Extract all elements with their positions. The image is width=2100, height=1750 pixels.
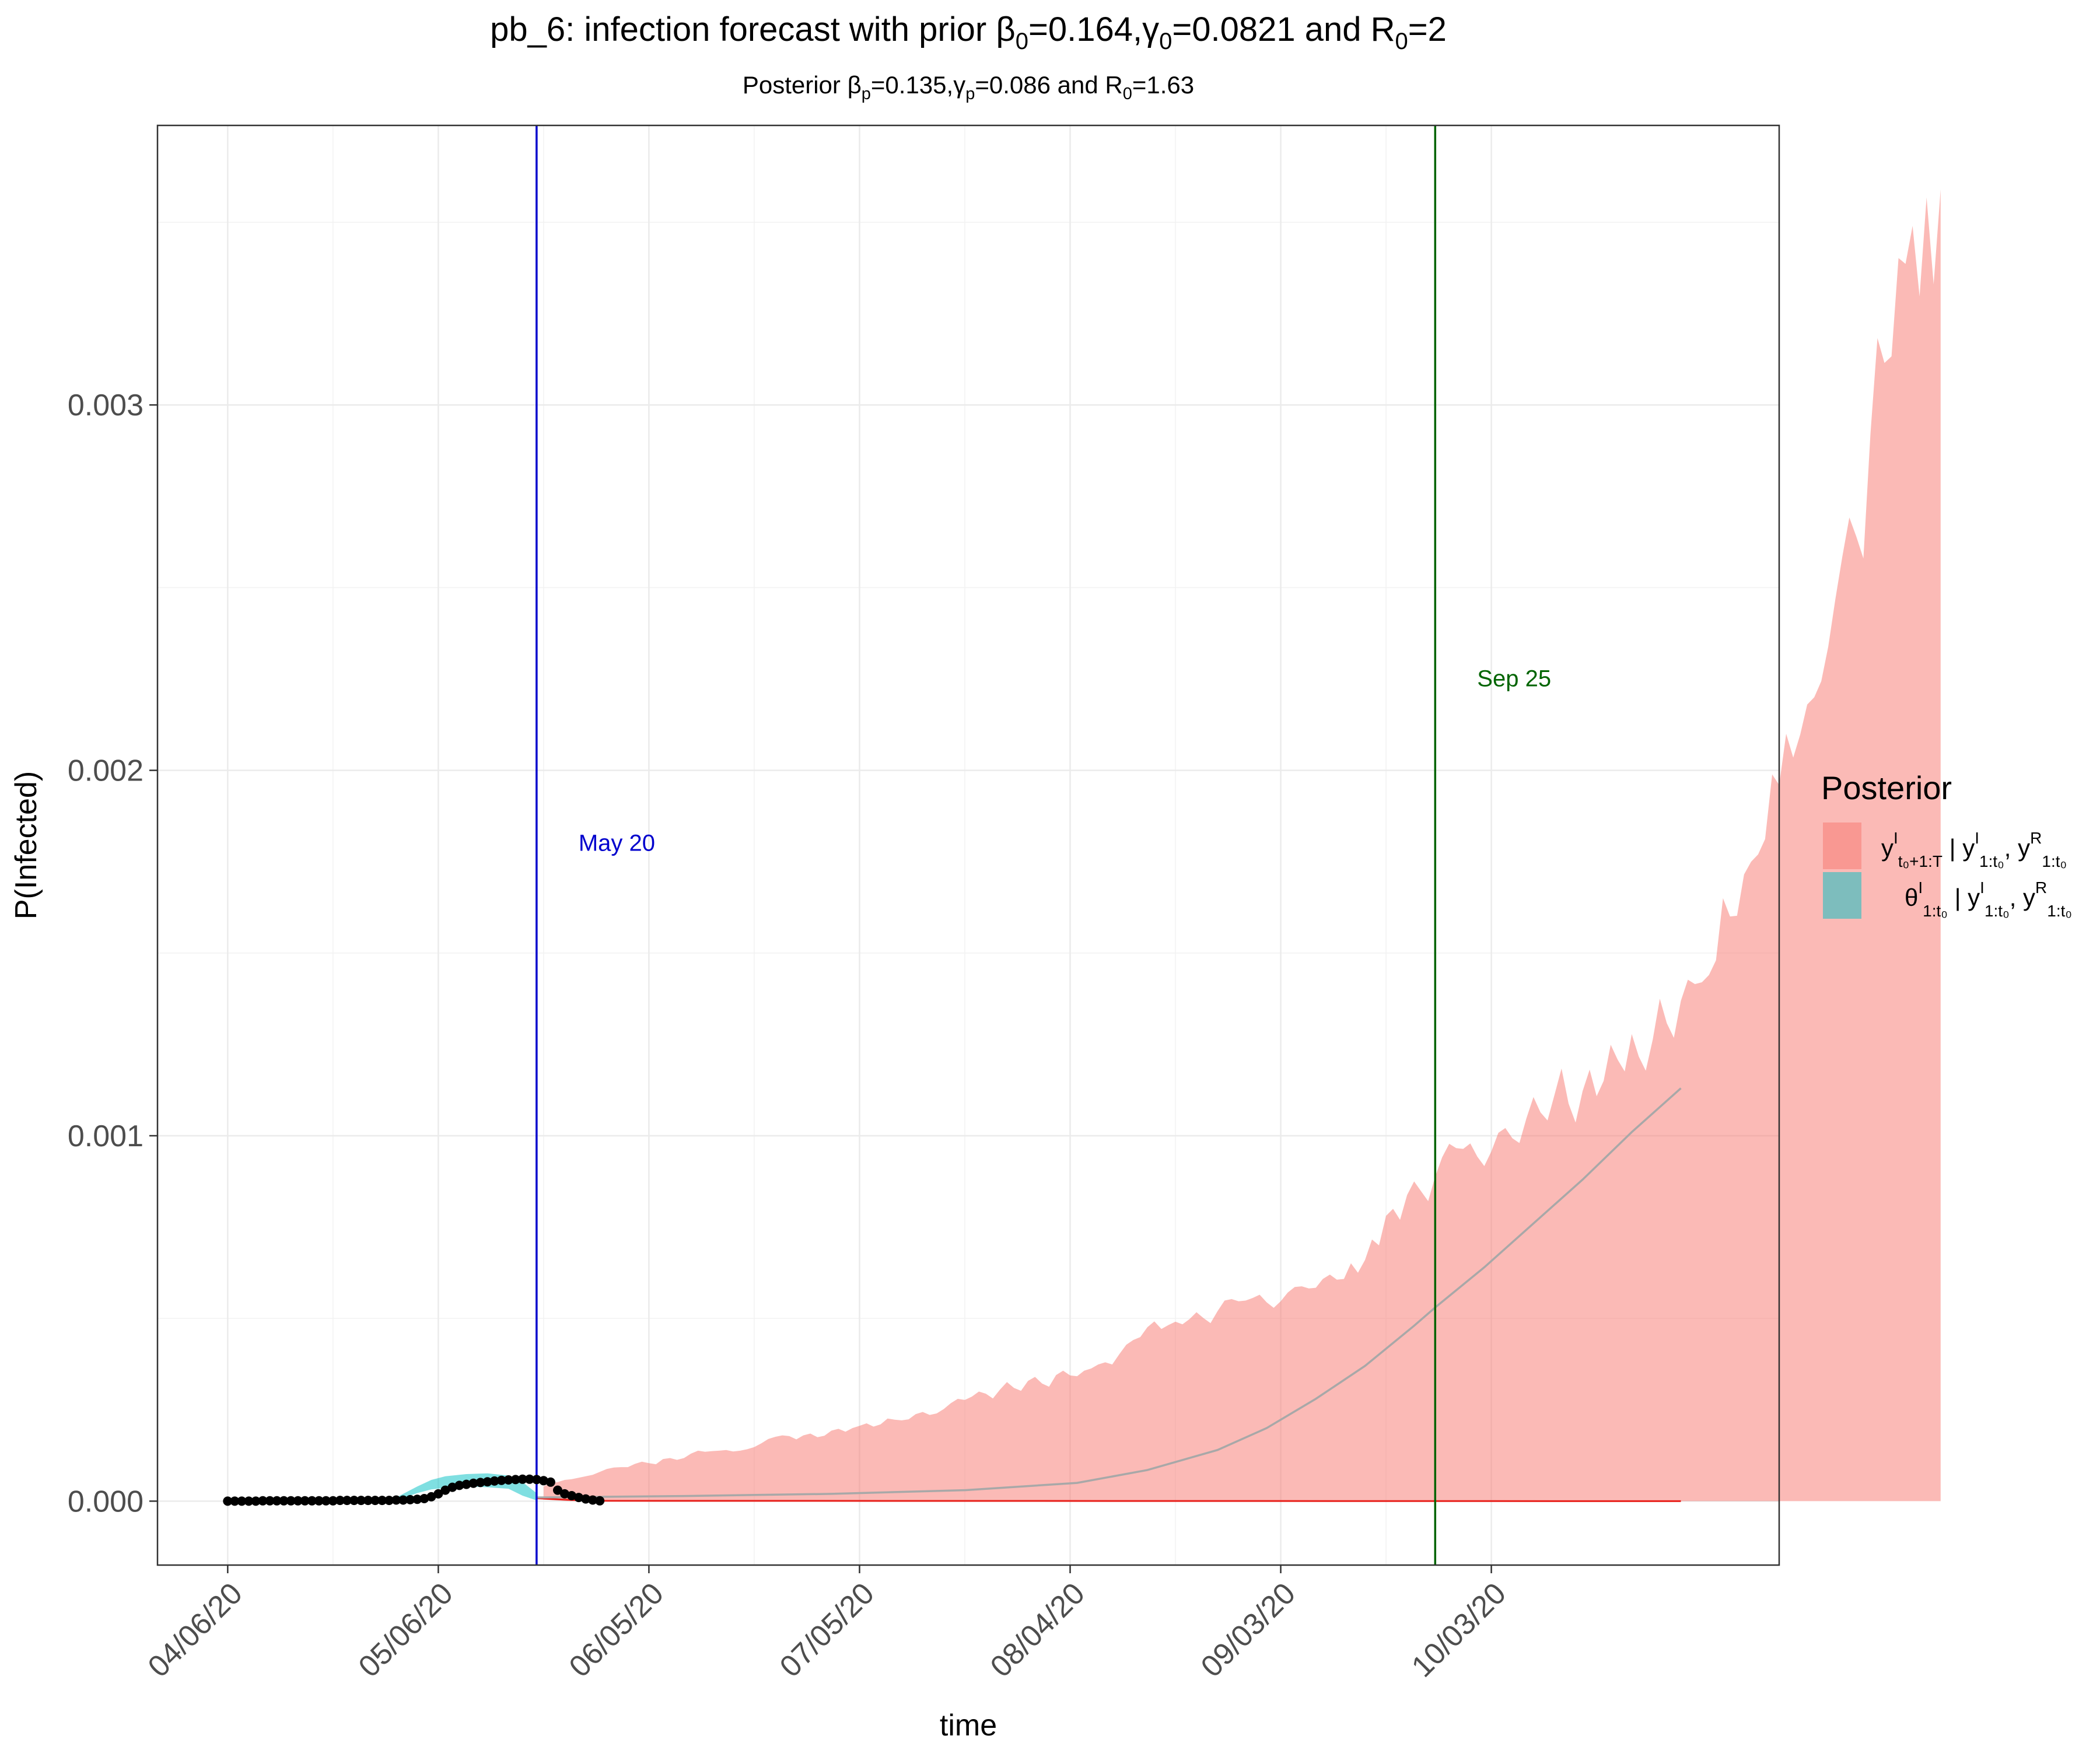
observed-point	[293, 1496, 303, 1506]
observed-point	[454, 1480, 464, 1490]
fit-credible-band	[228, 1473, 537, 1502]
observed-point	[440, 1485, 450, 1495]
observed-point	[468, 1478, 478, 1488]
observed-point	[433, 1489, 443, 1499]
observed-point	[328, 1496, 338, 1506]
observed-point	[560, 1489, 569, 1499]
y-axis: 0.000 0.001 0.002 0.003	[68, 388, 158, 1518]
observed-point	[412, 1494, 422, 1504]
data-layer: May 20 Sep 25	[223, 125, 1941, 1565]
observed-point	[503, 1475, 513, 1485]
observed-point	[531, 1475, 541, 1485]
observed-point	[391, 1495, 401, 1505]
observed-point	[538, 1476, 548, 1486]
observed-point	[475, 1478, 485, 1488]
observed-point	[251, 1496, 261, 1506]
y-tick-label: 0.001	[68, 1119, 144, 1153]
observed-point	[482, 1477, 492, 1487]
observed-point	[553, 1485, 562, 1495]
observed-point	[510, 1475, 520, 1485]
observed-point	[349, 1496, 359, 1506]
forecast-mean-line	[536, 1087, 1682, 1499]
observed-point	[581, 1494, 591, 1504]
observed-point	[286, 1496, 296, 1506]
plot-panel-border	[156, 124, 1780, 1566]
observed-point	[567, 1491, 576, 1500]
y-tick-label: 0.002	[68, 754, 144, 788]
observed-point	[496, 1475, 506, 1485]
observed-point	[335, 1496, 345, 1506]
vline-label-1: Sep 25	[1477, 666, 1551, 692]
observed-point	[363, 1496, 373, 1506]
observed-point	[300, 1496, 310, 1506]
x-axis-label: time	[940, 1709, 997, 1742]
y-tick-label: 0.003	[68, 388, 144, 422]
observed-point	[342, 1496, 352, 1506]
observed-point	[272, 1496, 282, 1506]
observed-point	[237, 1496, 247, 1506]
observed-point	[595, 1496, 605, 1506]
legend-title: Posterior	[1821, 769, 1952, 806]
observed-point	[223, 1496, 233, 1506]
y-tick-label: 0.000	[68, 1485, 144, 1518]
chart-subtitle: Posterior βp=0.135,γp=0.086 and R0=1.63	[743, 71, 1194, 103]
observed-point	[517, 1474, 527, 1484]
observed-point	[398, 1495, 408, 1505]
observed-point	[545, 1477, 555, 1487]
y-axis-label: P(Infected)	[9, 771, 43, 919]
observed-point	[489, 1476, 499, 1486]
observed-point	[307, 1496, 317, 1506]
observed-point	[244, 1496, 254, 1506]
observed-point	[426, 1492, 436, 1502]
observed-point	[356, 1496, 366, 1506]
observed-point	[405, 1494, 415, 1504]
observed-point	[377, 1496, 387, 1506]
vline-label-0: May 20	[579, 830, 655, 856]
legend-swatch-forecast	[1823, 822, 1861, 869]
observed-point	[279, 1496, 289, 1506]
observed-point	[419, 1494, 429, 1503]
observed-point	[524, 1474, 534, 1484]
observed-point	[265, 1496, 275, 1506]
observed-point	[574, 1493, 584, 1503]
legend-swatch-fit	[1823, 872, 1861, 919]
observed-point	[321, 1496, 331, 1506]
chart-title: pb_6: infection forecast with prior β0=0…	[490, 10, 1447, 54]
observed-point	[230, 1496, 240, 1506]
observed-point	[370, 1496, 380, 1506]
observed-point	[588, 1495, 598, 1505]
forecast-credible-band	[543, 189, 1941, 1502]
observed-point	[258, 1496, 268, 1506]
observed-point	[384, 1496, 394, 1506]
observed-point	[314, 1496, 324, 1506]
observed-point	[447, 1482, 457, 1492]
observed-point	[461, 1479, 471, 1489]
